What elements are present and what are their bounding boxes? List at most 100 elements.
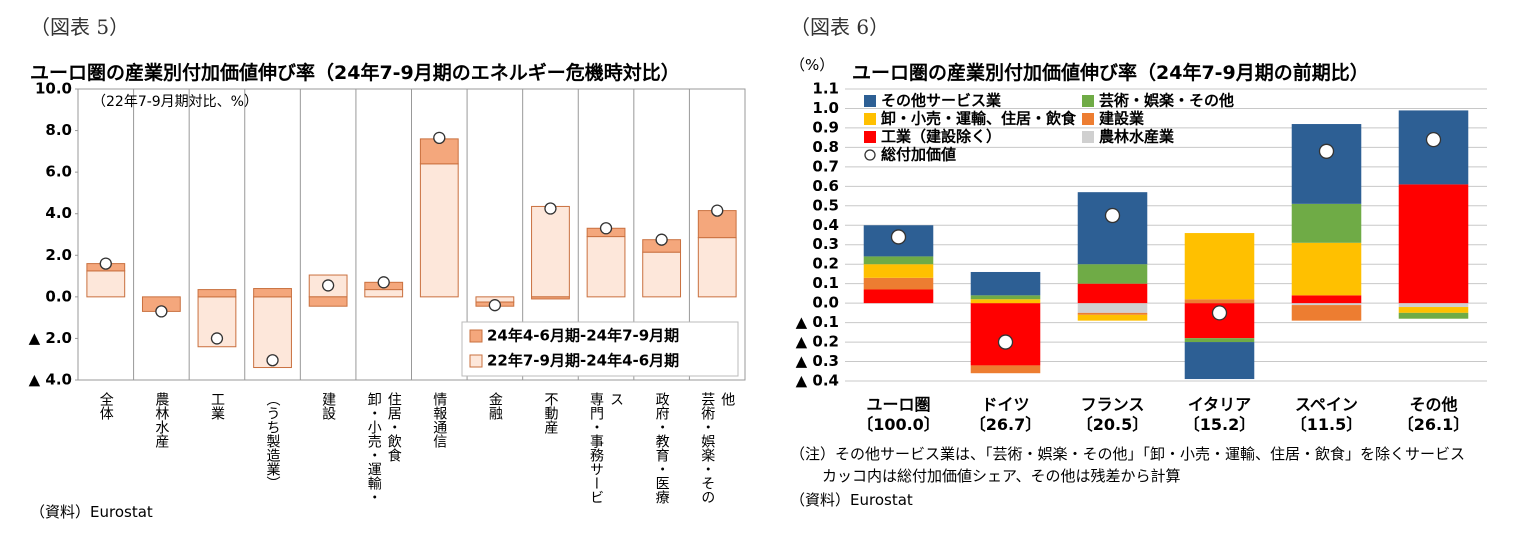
total-marker bbox=[99, 257, 112, 270]
legend-swatch bbox=[469, 329, 483, 343]
bar-segment bbox=[697, 237, 737, 298]
bar-segment bbox=[970, 271, 1041, 296]
x-tick-label: 政府・教育・医療 bbox=[653, 392, 670, 504]
bar-segment bbox=[970, 365, 1041, 374]
y-tick-label: 0.1 bbox=[812, 274, 839, 292]
total-marker bbox=[433, 131, 446, 144]
legend-label: 24年4-6月期-24年7-9月期 bbox=[487, 327, 679, 345]
x-tick-label: フランス bbox=[1080, 395, 1145, 414]
y-tick-label: 0.6 bbox=[812, 177, 839, 195]
x-tick-sublabel: 〔20.5〕 bbox=[1076, 415, 1149, 434]
bar-segment bbox=[1077, 283, 1148, 304]
legend-marker bbox=[864, 149, 876, 161]
legend-label: 22年7-9月期-24年4-6月期 bbox=[487, 352, 679, 370]
x-tick-label: 農林水産 bbox=[153, 392, 170, 448]
bar-segment bbox=[1291, 303, 1362, 306]
bar-segment bbox=[970, 299, 1041, 304]
bar-segment bbox=[364, 289, 404, 298]
bar-segment bbox=[531, 296, 570, 300]
y-tick-label: 0.5 bbox=[812, 196, 839, 214]
y-tick-label: 10.0 bbox=[35, 80, 72, 98]
bar-segment bbox=[970, 303, 1041, 366]
bar-segment bbox=[586, 236, 626, 298]
x-tick-sublabel: 〔100.0〕 bbox=[857, 415, 940, 434]
x-tick-label: 情報通信 bbox=[431, 392, 448, 448]
note: カッコ内は総付加価値シェア、その他は残差から計算 bbox=[822, 467, 1181, 485]
x-tick-sublabel: 〔26.1〕 bbox=[1397, 415, 1470, 434]
figure-label: （図表 5） bbox=[30, 15, 130, 39]
y-tick-label: 0.0 bbox=[45, 287, 72, 305]
bar-segment bbox=[253, 288, 292, 298]
note: （注）その他サービス業は、「芸術・娯楽・その他」「卸・小売・運輸、住居・飲食」を… bbox=[790, 445, 1466, 463]
total-marker bbox=[711, 204, 724, 217]
legend-swatch bbox=[1082, 131, 1094, 143]
total-marker bbox=[377, 276, 390, 289]
x-tick-sublabel: 〔26.7〕 bbox=[969, 415, 1042, 434]
legend-label: 建設業 bbox=[1099, 110, 1145, 128]
x-tick-label: 卸・小売・運輸・住居・飲食 bbox=[365, 392, 402, 504]
y-tick-label: 8.0 bbox=[45, 121, 72, 139]
legend-label: 工業（建設除く） bbox=[881, 128, 1001, 146]
y-tick-label: ▲ 0.2 bbox=[796, 333, 839, 351]
x-tick-label: （うち製造業） bbox=[264, 392, 281, 490]
legend-swatch bbox=[1082, 95, 1094, 107]
bar-segment bbox=[197, 289, 237, 298]
bar-segment bbox=[1184, 299, 1255, 304]
legend-swatch bbox=[864, 131, 876, 143]
figure-label: （図表 6） bbox=[790, 15, 890, 39]
bar-segment bbox=[863, 256, 934, 265]
x-tick-sublabel: 〔11.5〕 bbox=[1290, 415, 1363, 434]
y-tick-label: 0.8 bbox=[812, 138, 839, 156]
source: （資料）Eurostat bbox=[30, 503, 153, 521]
bar-segment bbox=[1291, 305, 1362, 321]
bar-segment bbox=[1398, 110, 1469, 185]
y-tick-label: 1.1 bbox=[812, 80, 839, 98]
y-tick-label: ▲ 4.0 bbox=[29, 371, 72, 389]
bar-segment bbox=[863, 264, 934, 278]
total-marker bbox=[321, 279, 335, 292]
bar-segment bbox=[642, 251, 682, 298]
bar-segment bbox=[1184, 338, 1255, 343]
bar-segment bbox=[1291, 242, 1362, 296]
total-marker bbox=[544, 202, 557, 215]
annotation: （22年7-9月期対比、%） bbox=[92, 94, 258, 110]
bar-segment bbox=[1077, 264, 1148, 284]
total-marker bbox=[890, 229, 907, 245]
total-marker bbox=[599, 222, 613, 235]
y-tick-label: 6.0 bbox=[45, 163, 72, 181]
y-tick-label: 0.9 bbox=[812, 118, 839, 136]
bar-segment bbox=[531, 205, 570, 298]
bar-segment bbox=[419, 163, 459, 298]
x-tick-label: 芸術・娯楽・その他 bbox=[699, 392, 736, 504]
x-tick-label: 全体 bbox=[97, 392, 114, 420]
total-marker bbox=[1318, 143, 1335, 159]
total-marker bbox=[266, 354, 279, 367]
total-marker bbox=[1104, 207, 1121, 224]
x-tick-label: 工業 bbox=[208, 392, 225, 420]
total-marker bbox=[210, 332, 224, 345]
legend-label: その他サービス業 bbox=[881, 92, 1002, 110]
legend-box bbox=[461, 321, 739, 377]
bar-segment bbox=[308, 296, 348, 307]
bar-segment bbox=[1077, 312, 1148, 315]
source: （資料）Eurostat bbox=[790, 491, 913, 509]
legend-swatch bbox=[469, 354, 483, 368]
bar-segment bbox=[1077, 314, 1148, 321]
bar-segment bbox=[863, 289, 934, 304]
bar-segment bbox=[1291, 124, 1362, 204]
x-tick-label: 不動産 bbox=[542, 392, 559, 434]
x-tick-label: 専門・事務サービス bbox=[588, 392, 625, 504]
bar-segment bbox=[86, 270, 126, 298]
bar-segment bbox=[1398, 307, 1469, 313]
bar-segment bbox=[1291, 203, 1362, 243]
bar-segment bbox=[1184, 342, 1255, 380]
bar-segment bbox=[1077, 192, 1148, 265]
x-tick-label: その他 bbox=[1409, 395, 1458, 414]
bar-segment bbox=[1077, 303, 1148, 313]
legend-label: 総付加価値 bbox=[881, 146, 956, 164]
total-marker bbox=[655, 233, 668, 246]
y-tick-label: ▲ 0.4 bbox=[796, 372, 839, 390]
y-tick-label: 0.7 bbox=[812, 157, 839, 175]
